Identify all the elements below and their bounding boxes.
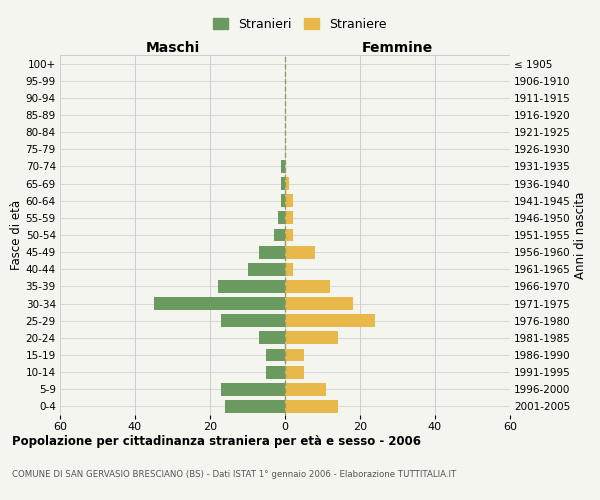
Bar	[285, 212, 293, 224]
Bar	[259, 332, 285, 344]
Bar	[285, 383, 326, 396]
Bar	[277, 212, 285, 224]
Y-axis label: Anni di nascita: Anni di nascita	[574, 192, 587, 278]
Bar	[285, 297, 353, 310]
Bar	[285, 228, 293, 241]
Bar	[154, 297, 285, 310]
Bar	[281, 194, 285, 207]
Bar	[285, 263, 293, 276]
Bar	[281, 177, 285, 190]
Bar	[285, 366, 304, 378]
Bar	[281, 160, 285, 173]
Y-axis label: Fasce di età: Fasce di età	[10, 200, 23, 270]
Text: COMUNE DI SAN GERVASIO BRESCIANO (BS) - Dati ISTAT 1° gennaio 2006 - Elaborazion: COMUNE DI SAN GERVASIO BRESCIANO (BS) - …	[12, 470, 456, 479]
Bar	[221, 314, 285, 327]
Bar	[285, 400, 337, 413]
Bar	[285, 177, 289, 190]
Text: Femmine: Femmine	[362, 41, 433, 55]
Bar	[225, 400, 285, 413]
Bar	[285, 194, 293, 207]
Text: Maschi: Maschi	[145, 41, 200, 55]
Bar	[248, 263, 285, 276]
Bar	[285, 332, 337, 344]
Bar	[218, 280, 285, 293]
Bar	[285, 348, 304, 362]
Bar	[259, 246, 285, 258]
Bar	[285, 246, 315, 258]
Text: Popolazione per cittadinanza straniera per età e sesso - 2006: Popolazione per cittadinanza straniera p…	[12, 435, 421, 448]
Bar	[221, 383, 285, 396]
Bar	[285, 314, 375, 327]
Bar	[274, 228, 285, 241]
Bar	[266, 348, 285, 362]
Bar	[266, 366, 285, 378]
Legend: Stranieri, Straniere: Stranieri, Straniere	[209, 14, 391, 34]
Bar	[285, 280, 330, 293]
